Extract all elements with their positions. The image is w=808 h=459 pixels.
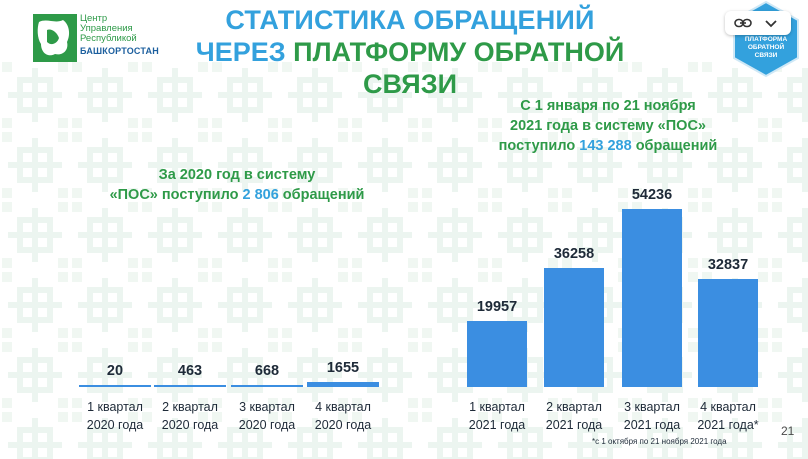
summary-2021-line-2: 2021 года в систему «ПОС» (510, 118, 706, 134)
category-label-2020-q4: 4 квартал 2020 года (314, 400, 372, 432)
bar-2021-q3 (622, 208, 682, 387)
expand-button[interactable] (758, 13, 784, 33)
value-label-2021-q1: 19957 (476, 299, 518, 316)
badge-line-1: ПЛАТФОРМА (744, 36, 788, 43)
category-label-2020-q2: 2 квартал 2020 года (161, 400, 219, 432)
summary-2021-line-3: поступило 143 288 обращений (438, 136, 778, 156)
badge-text: ПЛАТФОРМА ОБРАТНОЙ СВЯЗИ (739, 36, 793, 60)
logo: Центр Управления Республикой БАШКОРТОСТА… (33, 14, 173, 68)
summary-2021-number: 143 288 (579, 138, 632, 154)
link-icon (734, 18, 752, 28)
summary-2020-line-2: «ПОС» поступило 2 806 обращений (72, 185, 402, 205)
value-label-2020-q3: 668 (254, 362, 280, 379)
badge-line-2: ОБРАТНОЙ (747, 44, 785, 51)
category-label-2020-q1: 1 квартал 2020 года (86, 400, 144, 432)
logo-line-2: Управления (80, 23, 133, 34)
summary-2021-line-3-post: обращений (631, 138, 718, 154)
badge-line-3: СВЯЗИ (754, 52, 778, 59)
value-label-2020-q4: 1655 (326, 359, 360, 376)
logo-region: БАШКОРТОСТАН (80, 46, 159, 56)
summary-2021-line-3-pre: поступило (498, 138, 580, 154)
value-label-2021-q3: 54236 (631, 186, 673, 203)
value-label-2021-q2: 36258 (553, 245, 595, 262)
bar-2021-q2 (544, 267, 604, 387)
page-title: СТАТИСТИКА ОБРАЩЕНИЙ ЧЕРЕЗ ПЛАТФОРМУ ОБР… (150, 4, 670, 100)
bar-2020-q1 (79, 384, 151, 387)
link-button[interactable] (730, 13, 756, 33)
logo-line-3: Республикой (80, 33, 137, 44)
summary-2020-line-2-post: обращений (278, 187, 365, 203)
title-line-2-part-2: ПЛАТФОРМУ ОБРАТНОЙ СВЯЗИ (293, 37, 625, 99)
title-line-2-part-1: ЧЕРЕЗ (195, 37, 294, 67)
category-label-2020-q3: 3 квартал 2020 года (238, 400, 296, 432)
summary-2021-line-1: С 1 января по 21 ноября (520, 98, 696, 114)
logo-mark-icon (33, 14, 77, 62)
bar-2020-q3 (231, 384, 303, 387)
category-label-2021-q1: 1 квартал 2021 года (468, 400, 526, 432)
summary-2020-line-2-pre: «ПОС» поступило (109, 187, 243, 203)
title-line-2: ЧЕРЕЗ ПЛАТФОРМУ ОБРАТНОЙ СВЯЗИ (150, 36, 670, 100)
summary-2020-line-1: За 2020 год в систему (158, 167, 316, 183)
page-number: 21 (781, 424, 795, 438)
bar-2020-q4 (307, 381, 379, 387)
summary-2020-number: 2 806 (242, 187, 279, 203)
summary-2020: За 2020 год в систему «ПОС» поступило 2 … (72, 165, 402, 205)
category-label-2021-q4: 4 квартал 2021 года* (697, 400, 759, 432)
value-label-2020-q2: 463 (177, 362, 203, 379)
category-label-2021-q3: 3 квартал 2021 года (623, 400, 681, 432)
logo-text: Центр Управления Республикой БАШКОРТОСТА… (80, 13, 159, 57)
logo-line-1: Центр (80, 13, 108, 24)
bar-2020-q2 (154, 384, 226, 387)
value-label-2020-q1: 20 (106, 362, 124, 379)
bar-2021-q1 (467, 321, 527, 387)
summary-2021: С 1 января по 21 ноября 2021 года в сист… (438, 96, 778, 156)
value-label-2021-q4: 32837 (707, 256, 749, 273)
chevron-down-icon (765, 20, 777, 28)
footnote: *с 1 октября по 21 ноября 2021 года (592, 437, 727, 446)
title-line-1: СТАТИСТИКА ОБРАЩЕНИЙ (225, 5, 595, 35)
floating-toolbar (725, 11, 791, 35)
bar-2021-q4 (698, 278, 758, 387)
category-label-2021-q2: 2 квартал 2021 года (545, 400, 603, 432)
